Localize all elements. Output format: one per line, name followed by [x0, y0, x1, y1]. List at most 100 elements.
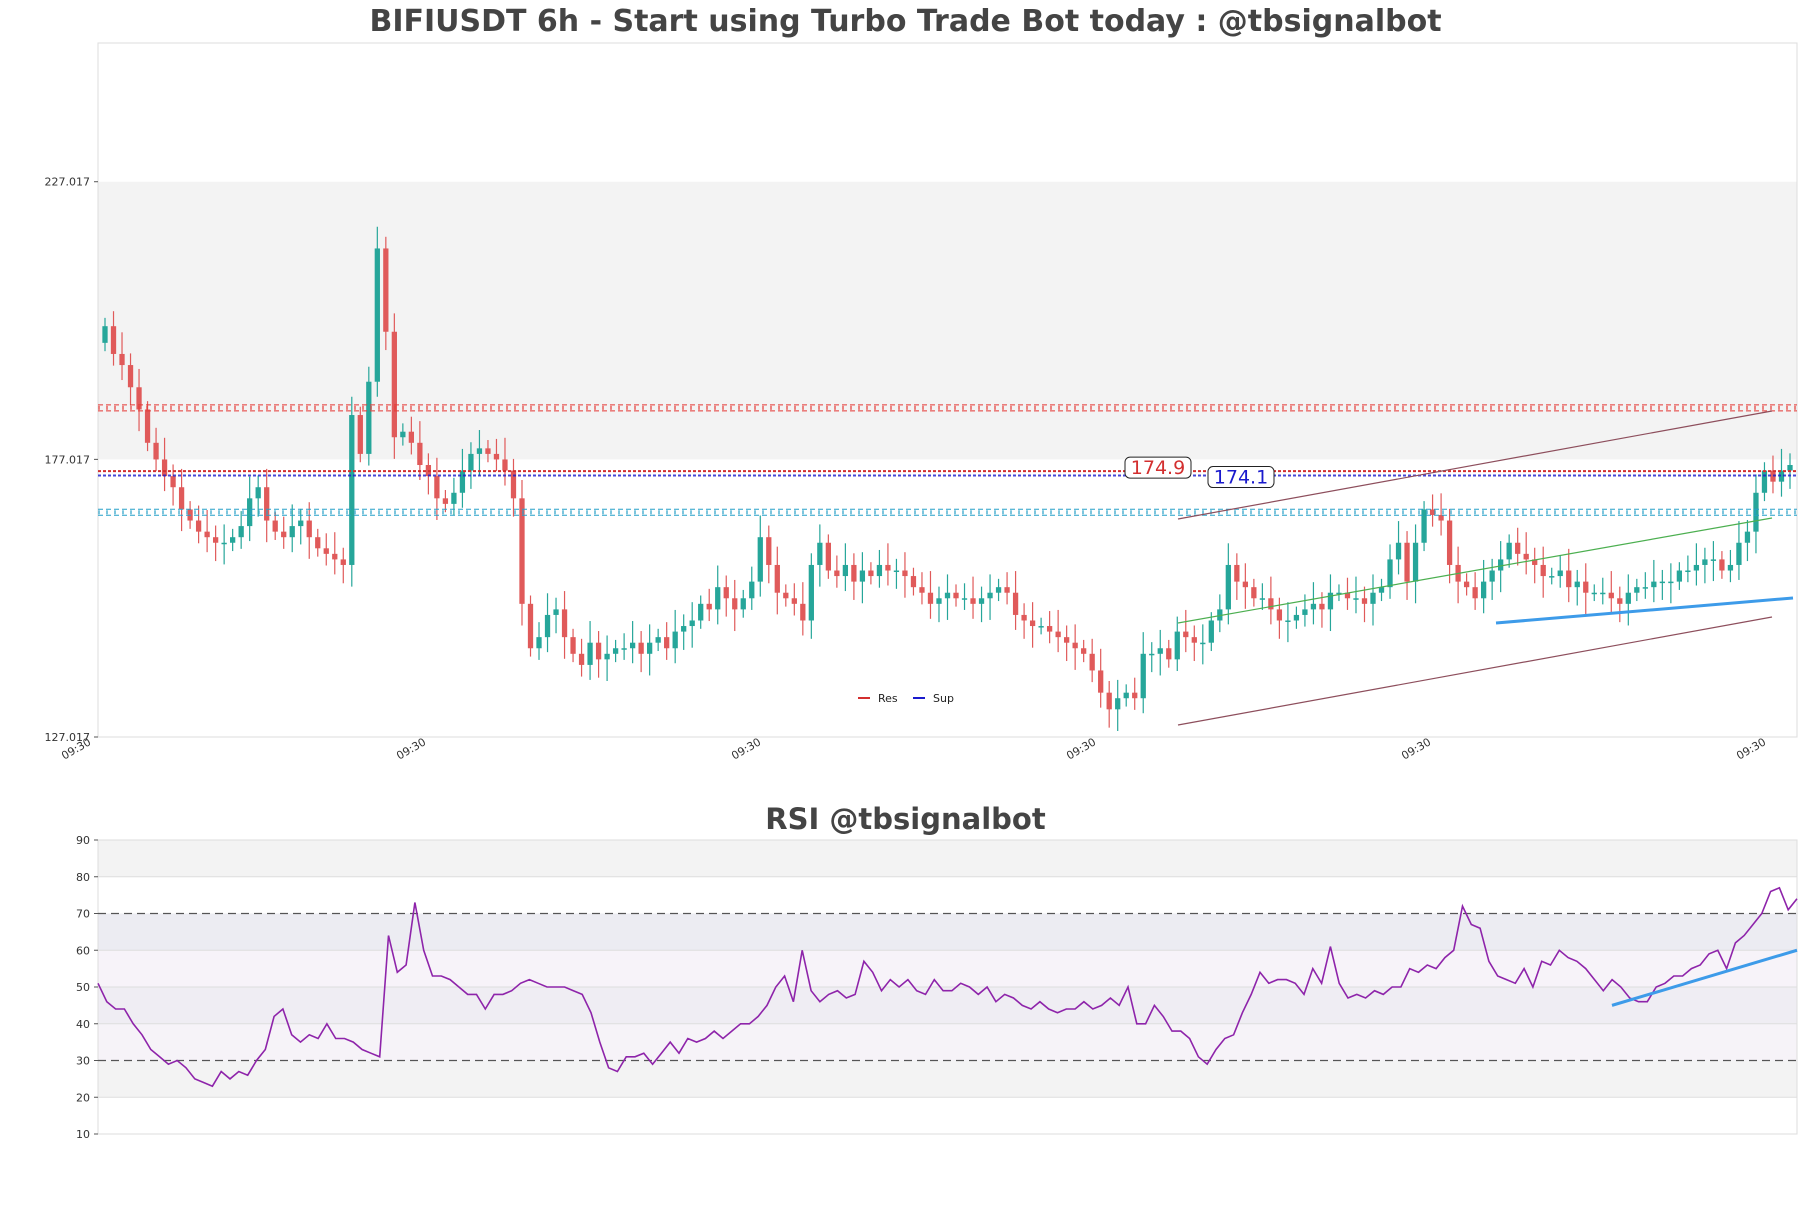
resistance-value-label-box	[1124, 456, 1192, 479]
candle-body	[1387, 559, 1393, 588]
candle-body	[638, 642, 644, 654]
candle-body	[383, 248, 389, 332]
rsi-band-bottom	[98, 1060, 1797, 1098]
candle-body	[119, 353, 125, 366]
candle-body	[1149, 653, 1155, 656]
candle-body	[561, 609, 568, 638]
candle-body	[1115, 698, 1121, 710]
candle-body	[1064, 637, 1070, 643]
candle-body	[1591, 592, 1597, 595]
y-tick-label: 227.017	[45, 176, 91, 189]
candle-body	[1778, 470, 1785, 482]
rsi-y-tick-label: 40	[76, 1018, 90, 1031]
rsi-y-tick-label: 20	[76, 1091, 90, 1104]
candle-body	[1676, 570, 1683, 582]
candle-body	[434, 476, 440, 499]
candle-body	[1472, 587, 1478, 599]
candle-body	[1081, 648, 1087, 654]
candle-body	[1004, 587, 1010, 593]
candle-body	[1021, 614, 1027, 621]
candle-body	[1693, 564, 1700, 571]
candle-body	[1727, 564, 1734, 571]
candle-body	[570, 637, 576, 654]
candle-body	[629, 642, 636, 649]
candle-body	[230, 537, 236, 543]
candle-body	[340, 559, 346, 565]
candle-body	[1498, 559, 1504, 571]
candle-body	[970, 598, 976, 604]
candle-body	[1200, 642, 1206, 645]
candle-body	[842, 564, 849, 577]
rsi-band-top	[98, 840, 1797, 877]
candle-body	[127, 365, 134, 388]
candle-body	[476, 448, 483, 454]
candle-body	[1702, 559, 1708, 565]
candle-body	[1293, 614, 1300, 621]
candle-body	[178, 487, 185, 510]
candle-body	[459, 470, 466, 493]
candle-body	[247, 498, 253, 527]
candle-body	[655, 637, 661, 643]
candle-body	[1659, 581, 1665, 584]
candle-body	[1251, 587, 1257, 599]
candle-body	[851, 564, 857, 582]
candle-body	[485, 448, 491, 454]
candle-body	[170, 476, 176, 488]
candle-body	[834, 570, 840, 577]
candle-body	[195, 520, 202, 532]
candle-body	[1029, 620, 1036, 627]
candle-body	[859, 570, 866, 582]
candle-body	[1319, 603, 1325, 610]
candle-body	[1617, 598, 1623, 604]
candle-body	[647, 642, 653, 654]
candle-body	[527, 603, 534, 649]
candle-body	[451, 492, 457, 504]
candle-body	[961, 598, 968, 600]
candle-body	[442, 498, 449, 504]
candle-body	[1532, 559, 1538, 565]
candle-body	[238, 526, 244, 538]
candle-body	[1361, 598, 1368, 604]
candle-body	[919, 587, 925, 593]
candle-body	[1761, 470, 1768, 493]
candle-body	[749, 581, 755, 599]
candle-body	[732, 598, 738, 610]
candle-body	[1225, 564, 1231, 610]
x-tick-label: 09:30	[1399, 735, 1433, 762]
candle-body	[153, 442, 159, 460]
candle-body	[885, 564, 891, 571]
candle-body	[723, 587, 729, 599]
candle-body	[1446, 520, 1453, 565]
candle-body	[1191, 637, 1197, 643]
channel-mid-line	[1177, 517, 1773, 624]
candle-body	[1421, 509, 1427, 543]
candle-body	[315, 537, 321, 549]
y-tick-label: 127.017	[45, 731, 91, 744]
candle-body	[1634, 587, 1640, 593]
candle-body	[136, 387, 142, 410]
candle-body	[1710, 559, 1717, 561]
candle-body	[1744, 531, 1751, 543]
candle-body	[783, 592, 789, 599]
candle-body	[1132, 692, 1138, 699]
candle-body	[1719, 559, 1725, 571]
candle-body	[1285, 620, 1291, 622]
rsi-y-tick-label: 80	[76, 871, 90, 884]
shaded-band	[98, 181, 1797, 460]
candle-body	[1140, 653, 1146, 699]
candle-body	[519, 498, 525, 604]
candle-body	[323, 548, 329, 554]
candle-body	[417, 442, 423, 466]
candle-body	[1378, 587, 1385, 593]
candle-body	[349, 415, 355, 565]
candle-body	[910, 576, 917, 588]
rsi-y-tick-label: 60	[76, 944, 90, 957]
candle-body	[1625, 592, 1631, 604]
candle-body	[1310, 603, 1317, 610]
main-chart-title: BIFIUSDT 6h - Start using Turbo Trade Bo…	[369, 4, 1442, 39]
candle-body	[1098, 670, 1104, 693]
candle-body	[502, 459, 508, 471]
candle-body	[1395, 542, 1402, 560]
candle-body	[1600, 592, 1606, 595]
candle-body	[1787, 465, 1793, 471]
